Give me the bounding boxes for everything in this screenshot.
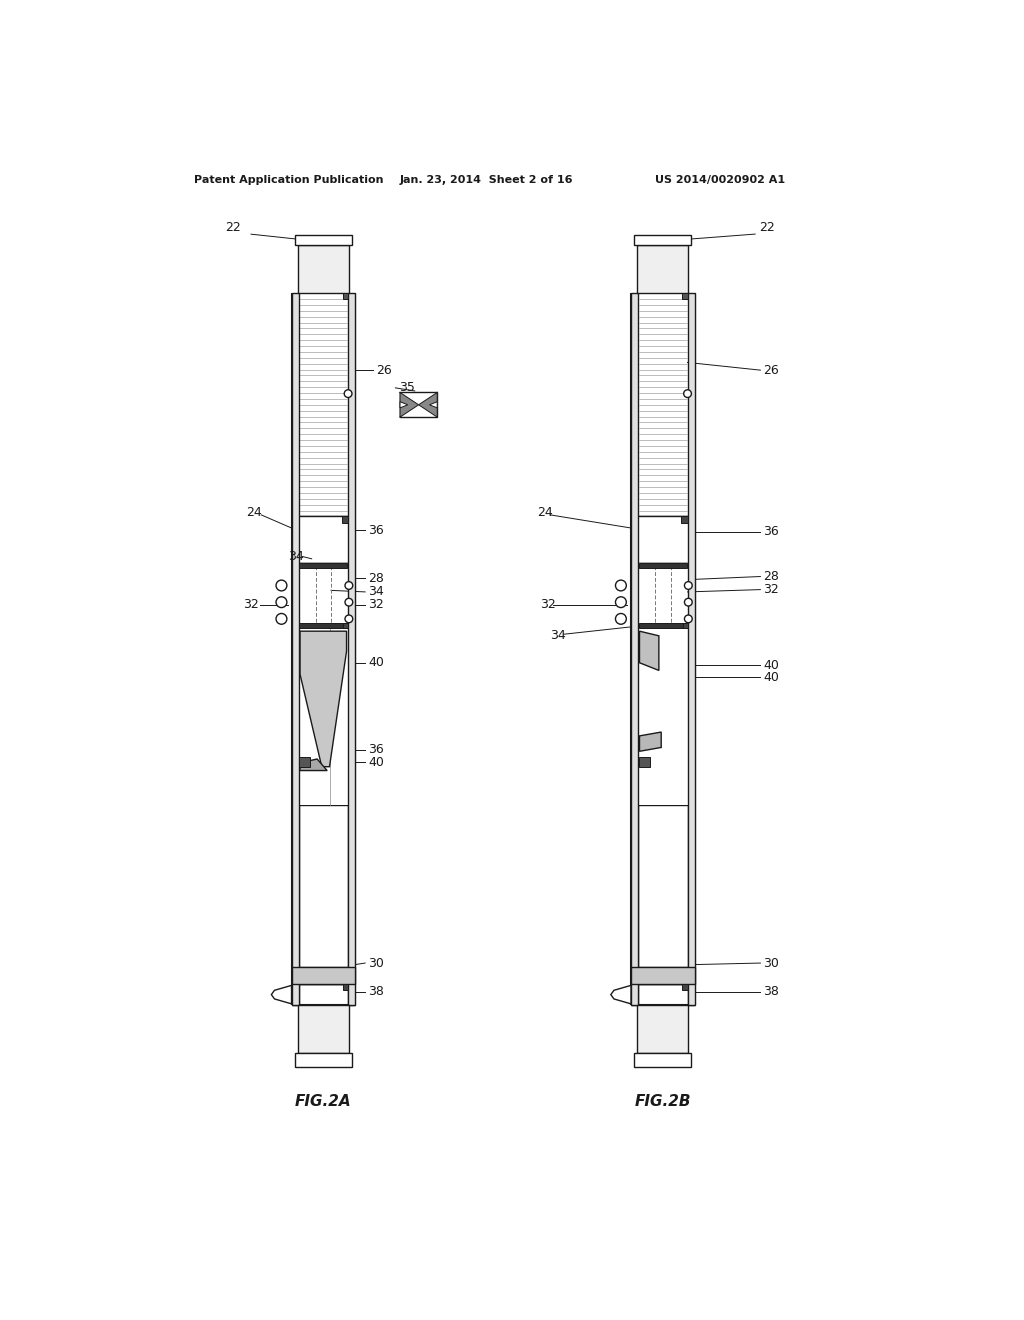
Bar — [682, 983, 687, 990]
Text: 40: 40 — [369, 755, 384, 768]
Bar — [348, 293, 355, 1006]
Bar — [631, 293, 638, 1006]
Circle shape — [684, 615, 692, 623]
Circle shape — [345, 598, 352, 606]
Bar — [299, 293, 348, 516]
Text: 28: 28 — [369, 572, 384, 585]
Polygon shape — [419, 392, 437, 417]
Text: 24: 24 — [246, 506, 261, 519]
Polygon shape — [400, 401, 408, 408]
Text: Jan. 23, 2014  Sheet 2 of 16: Jan. 23, 2014 Sheet 2 of 16 — [399, 176, 572, 185]
Bar — [638, 293, 687, 516]
Text: 32: 32 — [369, 598, 384, 611]
Text: 24: 24 — [538, 506, 553, 519]
Bar — [343, 623, 348, 628]
Bar — [683, 623, 687, 628]
Text: 22: 22 — [760, 222, 775, 234]
Circle shape — [276, 597, 287, 607]
Polygon shape — [400, 392, 419, 417]
Text: 22: 22 — [225, 222, 241, 234]
Bar — [639, 758, 649, 767]
Polygon shape — [300, 759, 328, 771]
Circle shape — [345, 582, 352, 589]
Bar — [292, 966, 355, 983]
Text: 35: 35 — [399, 381, 415, 395]
Text: 36: 36 — [764, 525, 779, 539]
Text: 36: 36 — [369, 524, 384, 537]
Text: 40: 40 — [764, 659, 779, 672]
Text: 40: 40 — [369, 656, 384, 669]
Bar — [343, 983, 348, 990]
Circle shape — [615, 579, 627, 591]
Bar — [400, 392, 437, 417]
Text: FIG.2A: FIG.2A — [295, 1094, 351, 1109]
Polygon shape — [640, 733, 662, 751]
Bar — [292, 293, 299, 1006]
Polygon shape — [271, 985, 292, 1003]
Text: 38: 38 — [369, 985, 384, 998]
Bar — [687, 293, 694, 1006]
Circle shape — [276, 579, 287, 591]
Text: FIG.2B: FIG.2B — [635, 1094, 691, 1109]
Text: 32: 32 — [243, 598, 258, 611]
Polygon shape — [611, 985, 631, 1003]
Circle shape — [345, 615, 352, 623]
Text: 40: 40 — [764, 671, 779, 684]
Bar — [639, 623, 687, 628]
Bar — [631, 966, 694, 983]
Bar — [299, 562, 348, 628]
Bar — [299, 758, 310, 767]
Bar — [299, 623, 347, 628]
Bar — [637, 1006, 688, 1053]
Circle shape — [344, 389, 352, 397]
Bar — [634, 1053, 691, 1067]
Circle shape — [684, 598, 692, 606]
Bar — [299, 562, 347, 568]
Text: 38: 38 — [764, 985, 779, 998]
Text: 30: 30 — [369, 957, 384, 970]
Bar — [298, 1006, 349, 1053]
Bar — [681, 516, 687, 523]
Circle shape — [684, 389, 691, 397]
Text: 34: 34 — [289, 550, 304, 564]
Bar — [638, 562, 687, 628]
Bar — [343, 293, 348, 298]
Bar — [682, 293, 687, 298]
Bar — [638, 628, 687, 805]
Bar — [637, 246, 688, 293]
Bar — [299, 628, 348, 805]
Circle shape — [615, 614, 627, 624]
Circle shape — [276, 614, 287, 624]
Text: 30: 30 — [764, 957, 779, 970]
Text: 34: 34 — [550, 630, 566, 643]
Bar — [295, 235, 352, 246]
Bar — [634, 235, 691, 246]
Bar — [298, 246, 349, 293]
Bar — [638, 516, 687, 562]
Text: Patent Application Publication: Patent Application Publication — [194, 176, 383, 185]
Text: 36: 36 — [369, 743, 384, 756]
Text: 32: 32 — [764, 583, 779, 597]
Polygon shape — [640, 631, 658, 671]
Bar — [299, 516, 348, 562]
Polygon shape — [429, 401, 437, 408]
Circle shape — [615, 597, 627, 607]
Bar — [639, 562, 687, 568]
Text: 32: 32 — [541, 598, 556, 611]
Text: US 2014/0020902 A1: US 2014/0020902 A1 — [655, 176, 785, 185]
Bar — [342, 516, 348, 523]
Circle shape — [684, 582, 692, 589]
Text: 26: 26 — [376, 363, 392, 376]
Bar — [295, 1053, 352, 1067]
Polygon shape — [300, 631, 346, 767]
Text: 26: 26 — [764, 363, 779, 376]
Text: 28: 28 — [764, 570, 779, 583]
Text: 34: 34 — [369, 585, 384, 598]
